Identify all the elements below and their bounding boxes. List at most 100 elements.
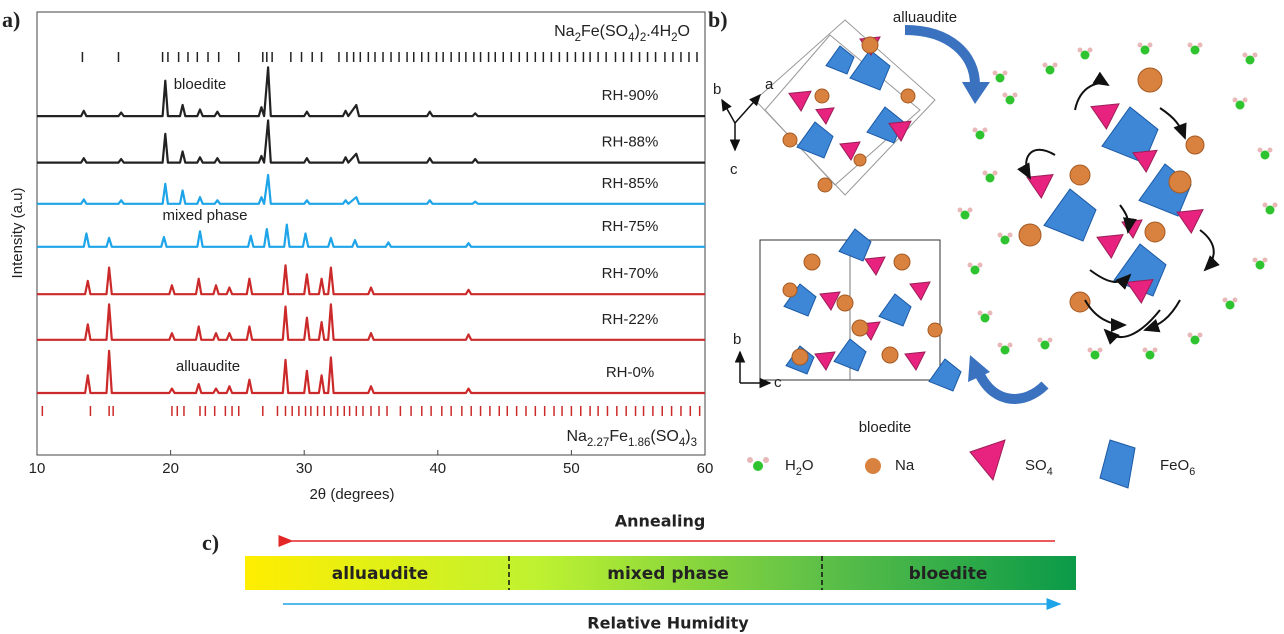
water-o bbox=[986, 174, 995, 183]
water-h bbox=[998, 233, 1003, 238]
panel-label: b) bbox=[708, 7, 728, 32]
water-h bbox=[1273, 203, 1278, 208]
water-h bbox=[1078, 48, 1083, 53]
series-label: RH-70% bbox=[602, 265, 659, 282]
phase-label: bloedite bbox=[909, 564, 988, 584]
phase-annotation: bloedite bbox=[174, 76, 227, 93]
water-o bbox=[1081, 51, 1090, 60]
rotation-arrow bbox=[1085, 300, 1125, 325]
water-h bbox=[983, 128, 988, 133]
so4-tetrahedron bbox=[1027, 175, 1053, 198]
water-o bbox=[1226, 301, 1235, 310]
water-h bbox=[993, 171, 998, 176]
water-h bbox=[1153, 348, 1158, 353]
water-o bbox=[1261, 151, 1270, 160]
feo6-octahedron bbox=[839, 229, 871, 261]
water-h bbox=[1188, 43, 1193, 48]
water-o bbox=[1246, 56, 1255, 65]
water-o bbox=[1001, 346, 1010, 355]
water-o bbox=[1146, 351, 1155, 360]
water-o bbox=[996, 74, 1005, 83]
xrd-plot: 102030405060RH-90%RH-88%RH-85%RH-75%RH-7… bbox=[29, 23, 714, 477]
water-h bbox=[1188, 333, 1193, 338]
water-h bbox=[1233, 98, 1238, 103]
phase-annotation: alluaudite bbox=[176, 358, 240, 375]
water-o bbox=[981, 314, 990, 323]
x-tick-label: 30 bbox=[296, 460, 313, 477]
water-h bbox=[1223, 298, 1228, 303]
na-atom bbox=[854, 154, 866, 166]
na-atom bbox=[1138, 68, 1162, 92]
phase-label: alluaudite bbox=[332, 564, 428, 584]
water-h bbox=[1198, 43, 1203, 48]
water-h bbox=[1038, 338, 1043, 343]
na-atom bbox=[928, 323, 942, 337]
water-h bbox=[968, 263, 973, 268]
so4-tetrahedron bbox=[816, 108, 834, 124]
so4-tetrahedron bbox=[1133, 150, 1157, 172]
na-atom bbox=[894, 254, 910, 270]
na-atom bbox=[804, 254, 820, 270]
so4-tetrahedron bbox=[1097, 235, 1123, 258]
panel-label: c) bbox=[202, 530, 219, 555]
axis-label: b bbox=[713, 81, 721, 98]
axis-label: b bbox=[733, 331, 741, 348]
so4-tetrahedron bbox=[1122, 220, 1142, 238]
water-h bbox=[1243, 53, 1248, 58]
structure-label: alluaudite bbox=[893, 9, 957, 26]
na-atom bbox=[1186, 136, 1204, 154]
series-label: RH-0% bbox=[606, 364, 654, 381]
na-atom bbox=[1169, 171, 1191, 193]
na-atom bbox=[882, 347, 898, 363]
legend-label: Na bbox=[895, 457, 915, 474]
water-h bbox=[988, 311, 993, 316]
water-o bbox=[1091, 351, 1100, 360]
na-atom bbox=[783, 283, 797, 297]
water-h bbox=[1138, 43, 1143, 48]
water-h bbox=[1253, 53, 1258, 58]
water-h bbox=[1088, 48, 1093, 53]
figure: a) 2θ (degrees) Intensity (a.u) 10203040… bbox=[0, 0, 1284, 634]
na-atom bbox=[792, 349, 808, 365]
water-h bbox=[1148, 43, 1153, 48]
water-h bbox=[1263, 258, 1268, 263]
water-h bbox=[1053, 63, 1058, 68]
series-label: RH-90% bbox=[602, 87, 659, 104]
reflection-label: Na2.27Fe1.86(SO4)3 bbox=[566, 428, 697, 449]
water-h bbox=[1233, 298, 1238, 303]
legend-icon bbox=[747, 457, 753, 463]
water-o bbox=[1266, 206, 1275, 215]
na-atom bbox=[783, 133, 797, 147]
water-h bbox=[1198, 333, 1203, 338]
crystal-structures: b a c b c alluaudite bloedite bbox=[713, 9, 1278, 436]
feo6-octahedron bbox=[834, 339, 866, 371]
water-h bbox=[998, 343, 1003, 348]
feo6-octahedron bbox=[850, 50, 890, 90]
arrow-head bbox=[962, 82, 990, 104]
feo6-octahedron bbox=[826, 46, 854, 74]
unit-cell bbox=[755, 20, 935, 195]
na-atom bbox=[837, 295, 853, 311]
legend-icon bbox=[763, 457, 769, 463]
so4-tetrahedron bbox=[865, 257, 885, 275]
water-h bbox=[1043, 63, 1048, 68]
water-o bbox=[1236, 101, 1245, 110]
legend-icon bbox=[865, 458, 881, 474]
x-tick-label: 60 bbox=[697, 460, 714, 477]
structure-legend: H2O Na SO4 FeO6 bbox=[747, 440, 1195, 488]
legend-label: H2O bbox=[785, 457, 814, 478]
water-o bbox=[1256, 261, 1265, 270]
curved-arrow bbox=[905, 30, 975, 85]
series-label: RH-88% bbox=[602, 134, 659, 151]
legend-label: FeO6 bbox=[1160, 457, 1195, 478]
curved-arrow bbox=[980, 375, 1045, 399]
axis-label: c bbox=[774, 374, 782, 391]
so4-tetrahedron bbox=[815, 352, 835, 370]
water-h bbox=[1048, 338, 1053, 343]
series-label: RH-22% bbox=[602, 311, 659, 328]
water-h bbox=[1008, 233, 1013, 238]
water-h bbox=[983, 171, 988, 176]
y-axis-label: Intensity (a.u) bbox=[9, 188, 26, 279]
water-h bbox=[1013, 93, 1018, 98]
structure-label: bloedite bbox=[859, 419, 912, 436]
